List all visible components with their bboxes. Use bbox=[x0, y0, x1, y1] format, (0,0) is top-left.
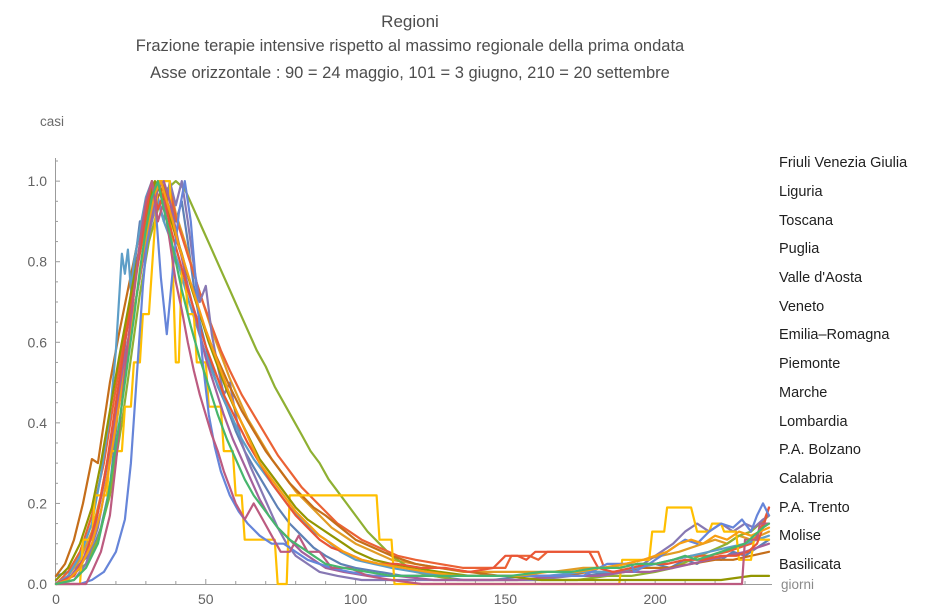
series-line-basilicata bbox=[54, 180, 771, 586]
y-tick-label: 0.0 bbox=[28, 576, 48, 592]
y-tick-label: 0.8 bbox=[28, 254, 48, 270]
y-tick-label: 0.6 bbox=[28, 334, 48, 350]
legend-item: Molise bbox=[779, 522, 907, 551]
legend-label: Lombardia bbox=[779, 413, 848, 430]
series-line-liguria bbox=[54, 180, 771, 586]
chart-title: Regioni bbox=[381, 12, 439, 31]
legend-item: Basilicata bbox=[779, 551, 907, 580]
x-tick-label: 150 bbox=[494, 591, 518, 607]
legend-item: Friuli Venezia Giulia bbox=[779, 149, 907, 178]
legend-label: Basilicata bbox=[779, 556, 842, 573]
series-line-p-a-bolzano bbox=[54, 180, 771, 586]
legend-label: Valle d'Aosta bbox=[779, 270, 863, 287]
y-axis-label: casi bbox=[40, 114, 65, 129]
title-block: Regioni Frazione terapie intensive rispe… bbox=[0, 10, 820, 87]
x-tick-label: 200 bbox=[643, 591, 667, 607]
series-line-veneto bbox=[54, 180, 771, 578]
x-tick-label: 100 bbox=[344, 591, 368, 607]
legend-item: Puglia bbox=[779, 235, 907, 264]
legend-label: Molise bbox=[779, 528, 821, 545]
legend-label: Puglia bbox=[779, 241, 820, 258]
x-axis-label: giorni bbox=[781, 577, 815, 592]
legend-label: Emilia–Romagna bbox=[779, 327, 890, 344]
series-line-friuli-venezia-giulia bbox=[54, 180, 771, 582]
series-line-puglia bbox=[54, 180, 771, 586]
series-line-toscana bbox=[54, 180, 771, 586]
legend-item: Veneto bbox=[779, 292, 907, 321]
legend-item: Calabria bbox=[779, 465, 907, 494]
x-tick-label: 0 bbox=[52, 591, 60, 607]
legend-label: Piemonte bbox=[779, 356, 841, 373]
chart-axis-note: Asse orizzontale : 90 = 24 maggio, 101 =… bbox=[150, 64, 670, 82]
legend-label: P.A. Bolzano bbox=[779, 442, 861, 459]
legend: Friuli Venezia Giulia Liguria Toscana Pugli… bbox=[779, 149, 907, 579]
series-line-lombardia bbox=[54, 180, 771, 582]
legend-item: Valle d'Aosta bbox=[779, 264, 907, 293]
y-tick-label: 1.0 bbox=[28, 173, 48, 189]
legend-item: Lombardia bbox=[779, 407, 907, 436]
series-line-piemonte bbox=[54, 180, 771, 586]
chart-subtitle: Frazione terapie intensive rispetto al m… bbox=[135, 37, 685, 55]
series-line-molise bbox=[54, 180, 771, 586]
legend-label: Calabria bbox=[779, 470, 833, 487]
legend-item: P.A. Bolzano bbox=[779, 436, 907, 465]
legend-label: Veneto bbox=[779, 298, 825, 315]
legend-item: Toscana bbox=[779, 206, 907, 235]
y-tick-label: 0.4 bbox=[28, 415, 48, 431]
series-line-marche bbox=[54, 180, 771, 586]
legend-item: Piemonte bbox=[779, 350, 907, 379]
legend-item: P.A. Trento bbox=[779, 493, 907, 522]
legend-item: Emilia–Romagna bbox=[779, 321, 907, 350]
series-line-p-a-trento bbox=[54, 180, 771, 586]
x-tick-label: 50 bbox=[198, 591, 214, 607]
legend-label: Friuli Venezia Giulia bbox=[779, 155, 908, 172]
series-line-emilia-romagna bbox=[54, 180, 771, 586]
series-line-valle-d-aosta bbox=[54, 180, 771, 586]
legend-label: Marche bbox=[779, 384, 828, 401]
legend-label: Toscana bbox=[779, 212, 834, 229]
series-line-calabria bbox=[54, 180, 771, 586]
legend-item: Marche bbox=[779, 379, 907, 408]
y-tick-label: 0.2 bbox=[28, 495, 48, 511]
legend-label: Liguria bbox=[779, 184, 823, 201]
legend-label: P.A. Trento bbox=[779, 499, 850, 516]
legend-item: Liguria bbox=[779, 178, 907, 207]
